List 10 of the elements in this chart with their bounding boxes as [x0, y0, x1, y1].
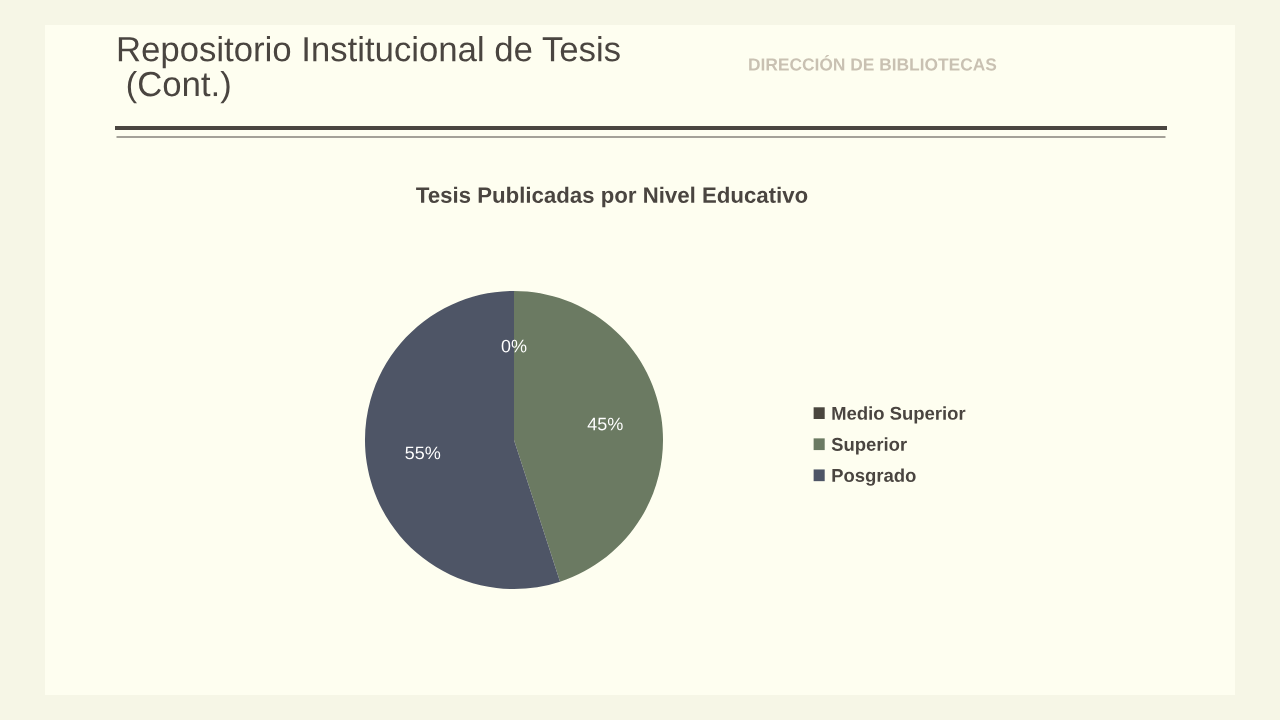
data-label: 55% [405, 446, 441, 460]
data-label: 45% [587, 417, 623, 431]
chart-title: Tesis Publicadas por Nivel Educativo [416, 186, 808, 208]
text: 0% [501, 339, 527, 353]
legend-label: Medio Superior [832, 406, 966, 424]
legend-label: Posgrado [832, 468, 916, 486]
legend-label: Superior [831, 437, 907, 455]
text: Repositorio Institucional de Tesis (Cont.) [118, 36, 620, 104]
text: DIRECCIÓN DE BIBLIOTECAS [749, 55, 997, 71]
pie-slice [364, 290, 561, 590]
